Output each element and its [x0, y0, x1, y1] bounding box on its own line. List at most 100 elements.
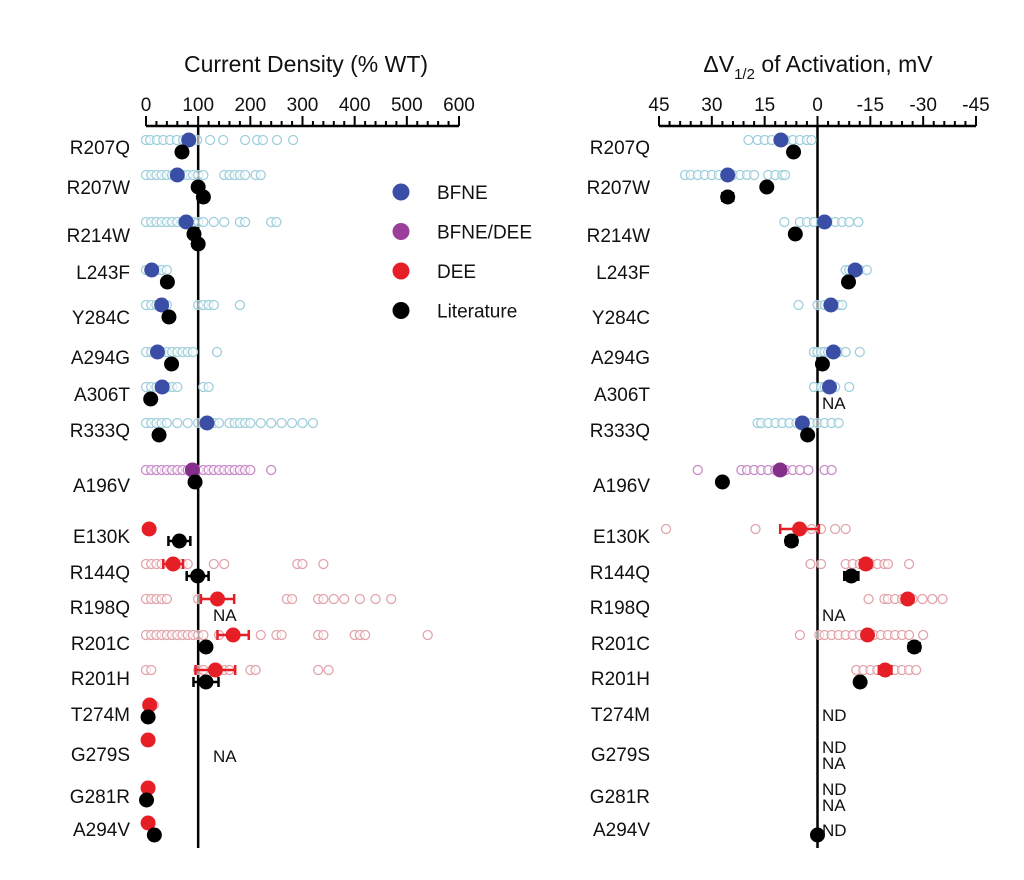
patient-mean-dot: [199, 415, 215, 431]
patient-data-point: [219, 216, 230, 228]
patient-data-point: [328, 593, 339, 605]
patient-data-point: [815, 558, 827, 570]
patient-data-point: [208, 299, 219, 311]
patient-data-point: [805, 558, 816, 570]
patient-data-point: [187, 346, 199, 358]
literature-dot: [139, 792, 155, 808]
patient-mean-dot: [140, 780, 156, 796]
variant-label: G281R: [70, 787, 130, 808]
legend-marker: [392, 183, 410, 201]
x-tick-label: 300: [287, 95, 319, 116]
literature-dot: [810, 827, 825, 843]
variant-label: E130K: [73, 527, 130, 548]
x-tick-label: 600: [443, 95, 475, 116]
literature-dot: [164, 356, 180, 372]
variant-row: Y284C: [72, 297, 246, 329]
variant-row: G279S NA: [71, 732, 237, 766]
patient-data-point: [161, 417, 173, 429]
patient-data-point: [370, 593, 381, 605]
right-title-sub: 1/2: [734, 66, 755, 83]
patient-mean-dot: [794, 415, 810, 431]
x-tick-label: -30: [909, 95, 936, 116]
patient-data-point: [910, 664, 922, 676]
patient-data-point: [255, 629, 266, 641]
patient-data-point: [250, 664, 261, 676]
x-tick-label: 0: [141, 95, 152, 116]
note-label: NA: [213, 606, 237, 625]
patient-data-point: [779, 216, 790, 228]
variant-row: Y284C: [592, 297, 848, 329]
patient-mean-dot: [772, 462, 788, 478]
variant-label: R207Q: [70, 138, 130, 159]
variant-label: R201C: [591, 634, 650, 655]
right-chart-title: ΔV1/2 of Activation, mV: [703, 51, 933, 83]
variant-row: L243F: [596, 262, 872, 290]
patient-data-point: [903, 629, 915, 641]
patient-mean-dot: [858, 556, 874, 572]
variant-label: A294V: [73, 820, 130, 841]
literature-dot: [143, 391, 159, 407]
patient-data-point: [203, 381, 214, 393]
patient-data-point: [359, 629, 371, 641]
right-title-main: ΔV: [703, 51, 734, 77]
patient-data-point: [312, 664, 324, 676]
legend: BFNE BFNE/DEE DEE Literature: [392, 183, 532, 323]
patient-data-point: [266, 464, 277, 476]
patient-data-point: [239, 216, 251, 228]
variant-row: G281R: [70, 780, 156, 808]
x-tick-label: -45: [962, 95, 989, 116]
variant-label: R198Q: [590, 598, 650, 619]
patient-data-point: [927, 593, 938, 605]
variant-label: R333Q: [70, 421, 130, 442]
patient-data-point: [307, 417, 319, 429]
x-tick-label: 30: [701, 95, 722, 116]
patient-mean-dot: [773, 132, 789, 148]
literature-dot: [151, 427, 167, 443]
variant-label: G281R: [590, 787, 650, 808]
legend-marker: [392, 302, 410, 319]
note-label: ND: [822, 780, 847, 799]
patient-data-point: [245, 417, 256, 429]
literature-dot: [161, 309, 177, 325]
x-tick-label: 100: [182, 95, 214, 116]
patient-data-point: [844, 216, 855, 228]
literature-dot: [787, 226, 803, 242]
note-label: ND: [822, 821, 847, 840]
variant-row: R201H: [591, 662, 922, 690]
patient-data-point: [255, 417, 266, 429]
patient-data-point: [748, 169, 760, 181]
variant-label: R214W: [67, 226, 130, 247]
variant-label: A196V: [73, 476, 130, 497]
variant-row: R207Q: [590, 132, 817, 160]
patient-mean-dot: [142, 697, 158, 713]
literature-dot: [198, 639, 214, 655]
patient-mean-dot: [792, 521, 808, 537]
patient-data-point: [182, 417, 193, 429]
patient-data-point: [213, 417, 225, 429]
variant-row: R214W: [67, 214, 282, 252]
note-label: NA: [213, 747, 237, 766]
variant-label: L243F: [596, 263, 650, 284]
patient-mean-dot: [900, 591, 916, 607]
patient-data-point: [793, 299, 804, 311]
patient-data-point: [218, 134, 229, 146]
patient-data-point: [861, 264, 872, 276]
variant-label: G279S: [71, 745, 130, 766]
note-label: ND: [822, 706, 847, 725]
variant-label: E130K: [593, 527, 650, 548]
patient-mean-dot: [141, 521, 157, 537]
x-tick-label: 400: [339, 95, 371, 116]
literature-dot: [786, 144, 802, 160]
patient-data-point: [198, 629, 209, 641]
variant-label: R201H: [591, 669, 650, 690]
variant-label: T274M: [71, 705, 130, 726]
patient-data-point: [297, 417, 308, 429]
patient-data-point: [692, 464, 703, 476]
patient-data-point: [806, 134, 817, 146]
variant-row: T274M: [71, 697, 159, 726]
legend-marker: [392, 223, 410, 240]
patient-data-point: [422, 629, 433, 641]
patient-data-point: [840, 523, 851, 535]
